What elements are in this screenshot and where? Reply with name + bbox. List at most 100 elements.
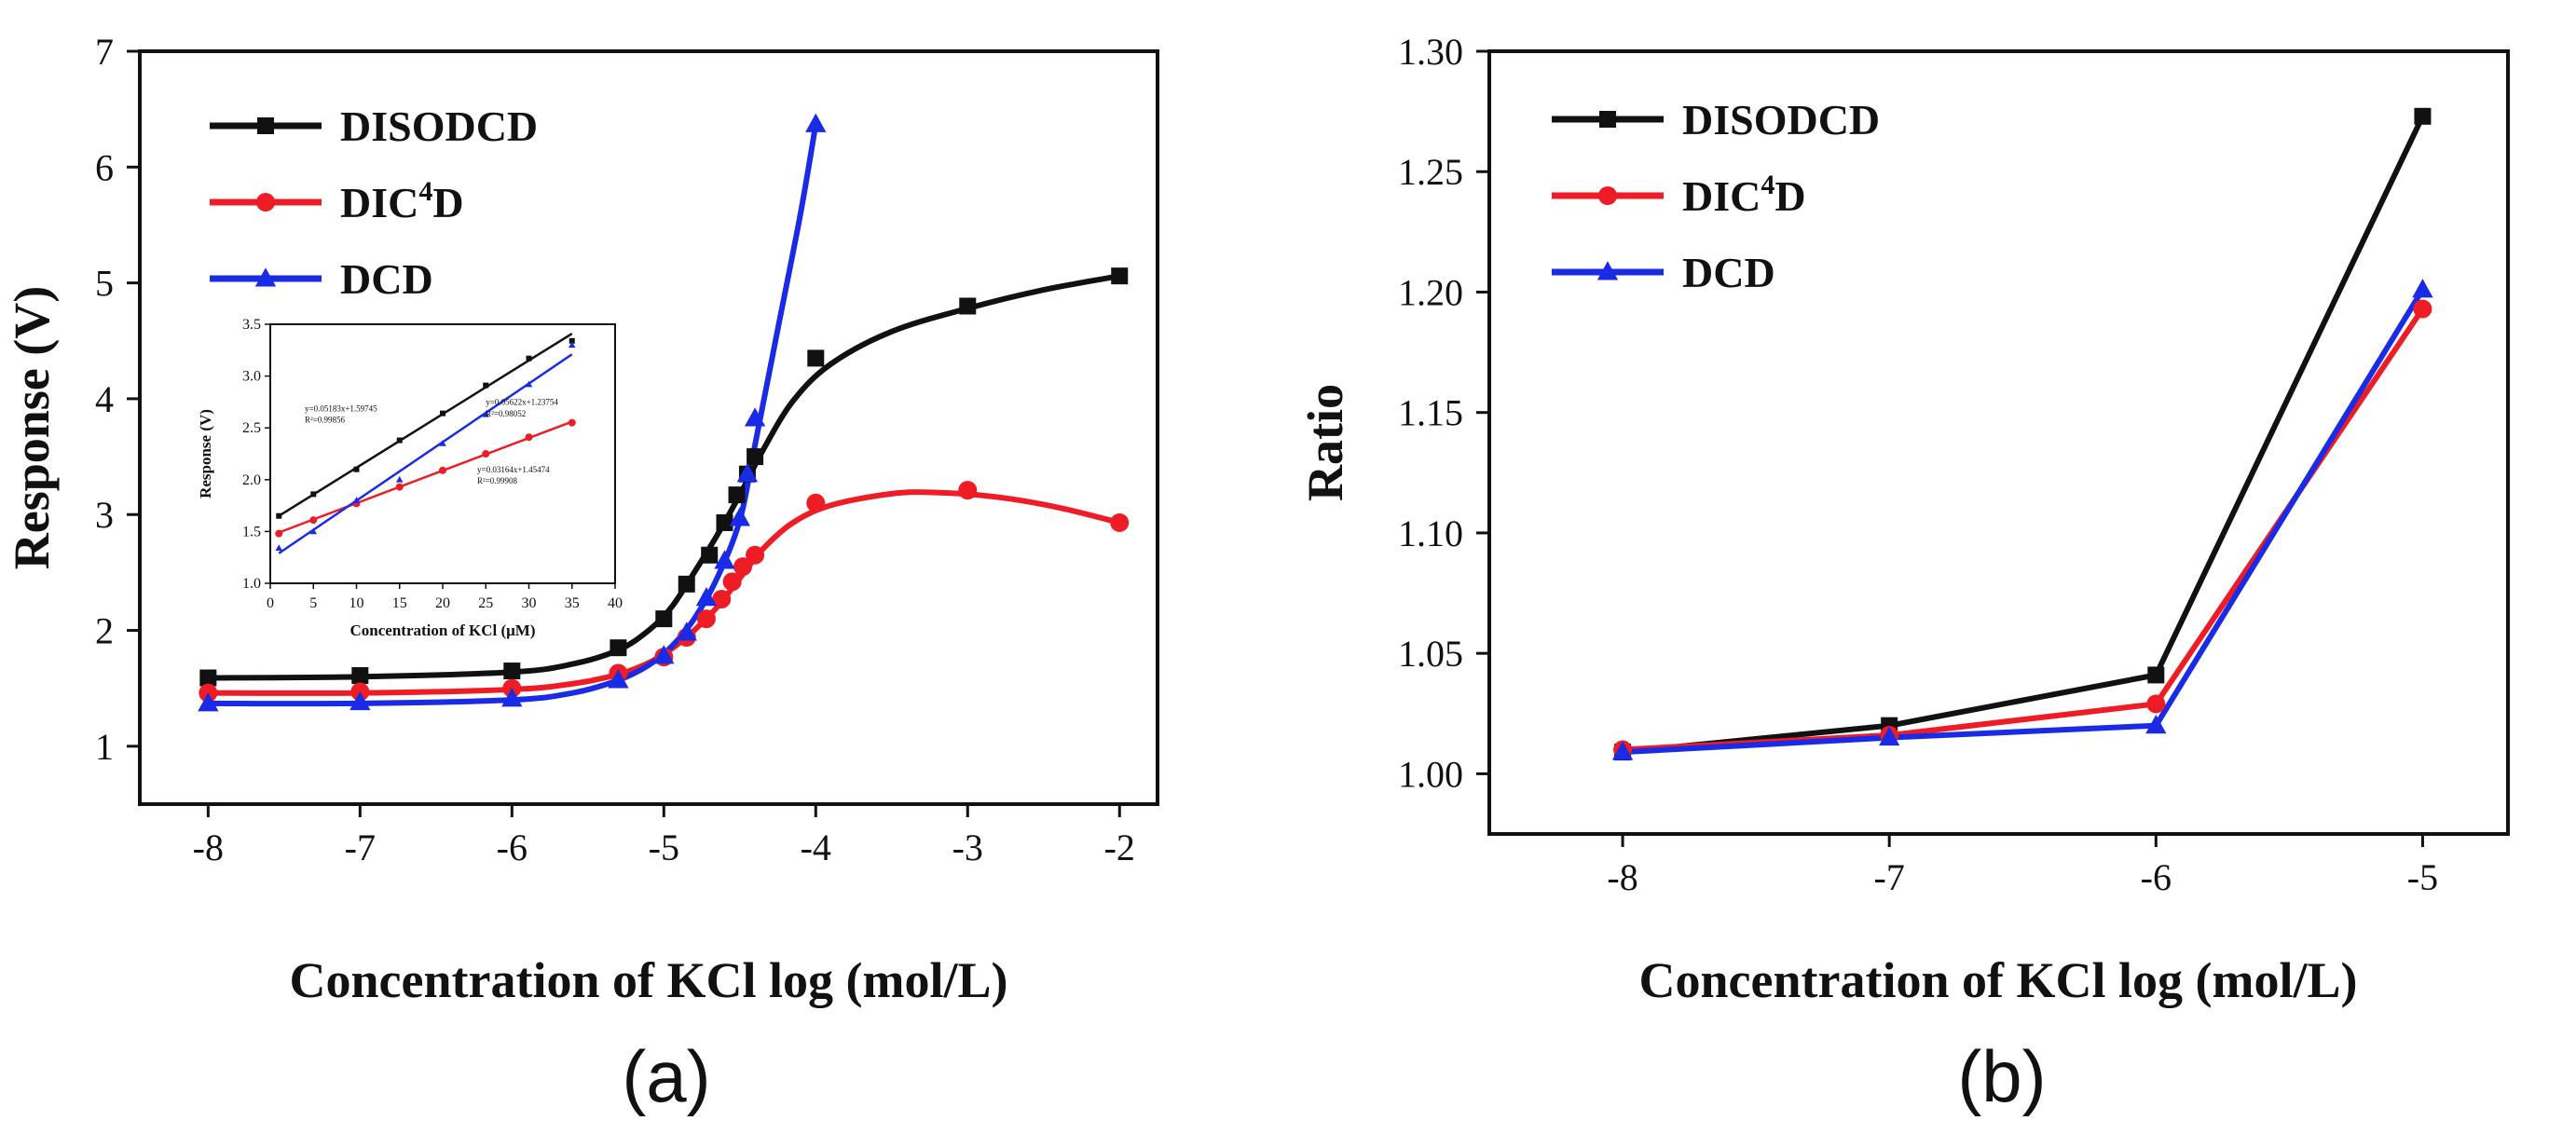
y-tick-label: 1.20 — [1398, 271, 1463, 313]
data-point-DIC4D — [746, 545, 765, 565]
x-tick-label: 30 — [522, 595, 537, 611]
inset-ylabel: Response (V) — [197, 409, 214, 499]
inset-point-DISODCD — [396, 437, 403, 444]
y-tick-label: 3.5 — [242, 317, 261, 333]
inset-point-DCD — [396, 475, 404, 483]
inset-point-DIC4D — [309, 516, 318, 525]
data-point-DISODCD — [807, 349, 825, 367]
inset-fit-DISODCD — [278, 332, 573, 517]
data-point-DISODCD — [655, 610, 673, 628]
x-tick-label: 15 — [392, 595, 407, 611]
data-point-DCD — [695, 587, 718, 607]
inset-ticks: 0 5 10 15 20 25 30 35 40 1.0 1.5 2.0 2.5 3.0 3.5 — [242, 317, 623, 611]
series-line-DIC4D — [1622, 307, 2425, 753]
legend-label: DCD — [1682, 249, 1775, 296]
x-tick-label: -7 — [345, 827, 376, 868]
data-point-DCD — [349, 690, 371, 711]
plot-a-legend: DISODCD DIC4D DCD — [210, 102, 538, 303]
plot-a-series — [198, 113, 1130, 712]
plot-b-xlabel: Concentration of KCl log (mol/L) — [1639, 952, 2358, 1008]
plot-a-xlabel: Concentration of KCl log (mol/L) — [290, 952, 1008, 1008]
plot-b-series — [1611, 107, 2433, 761]
x-tick-label: 35 — [565, 595, 580, 611]
x-tick-label: 40 — [608, 595, 623, 611]
data-point-DISODCD — [2414, 107, 2432, 125]
data-point-DIC4D — [733, 557, 753, 577]
inset-point-DIC4D — [275, 529, 283, 538]
inset-xlabel: Concentration of KCl (μM) — [350, 622, 536, 639]
legend-label: DISODCD — [1682, 96, 1880, 143]
inset-equation: R²=0.99856 — [305, 416, 346, 425]
y-tick-label: 1.0 — [242, 576, 261, 592]
data-point-DIC4D — [806, 493, 826, 512]
inset-point-DISODCD — [276, 512, 282, 519]
inset-point-DIC4D — [482, 450, 490, 458]
legend-label: DIC4D — [1682, 170, 1806, 220]
data-point-DISODCD — [716, 513, 733, 531]
data-point-DIC4D — [958, 481, 978, 500]
x-tick-label: -6 — [497, 827, 528, 868]
inset-chart: 0 5 10 15 20 25 30 35 40 1.0 1.5 2.0 2.5 3.0 3.5 y=0.0… — [197, 317, 623, 639]
data-point-DCD — [2145, 714, 2167, 734]
y-tick-label: 1.15 — [1398, 392, 1463, 434]
y-tick-label: 7 — [95, 31, 114, 73]
data-point-DISODCD — [959, 297, 977, 315]
inset-point-DISODCD — [310, 491, 317, 498]
y-tick-label: 1.30 — [1398, 31, 1463, 73]
data-point-DCD — [2412, 279, 2433, 298]
data-point-DIC4D — [2146, 694, 2166, 714]
series-line-DISODCD — [1622, 115, 2426, 756]
plot-a-frame — [138, 49, 1159, 806]
plot-b-ticks: -8 -7 -6 -5 1.00 1.05 1.10 1.15 1.20 1.25 1.30 — [1398, 31, 2438, 898]
data-point-DCD — [608, 669, 629, 689]
inset-frame — [269, 323, 616, 584]
legend-label: DIC4D — [340, 176, 464, 226]
inset-point-DCD — [482, 410, 489, 417]
inset-point-DCD — [352, 497, 361, 503]
y-tick-label: 3.0 — [242, 369, 261, 385]
inset-point-DCD — [309, 527, 317, 535]
inset-point-DCD — [275, 544, 282, 552]
series-line-DCD — [1622, 288, 2425, 756]
y-tick-label: 1.25 — [1398, 151, 1463, 193]
y-tick-label: 1 — [95, 726, 114, 768]
inset-series — [275, 332, 576, 554]
inset-equation: y=0.05183x+1.59745 — [305, 403, 377, 413]
data-point-DISODCD — [2147, 666, 2165, 684]
data-point-DISODCD — [351, 667, 369, 685]
x-tick-label: 10 — [349, 595, 364, 611]
plot-b-ylabel: Ratio — [1297, 384, 1353, 501]
data-point-DISODCD — [678, 575, 695, 593]
inset-point-DIC4D — [439, 466, 446, 474]
data-point-DCD — [676, 622, 697, 641]
inset-point-DISODCD — [353, 466, 360, 472]
data-point-DCD — [501, 688, 523, 707]
inset-equation: R²=0.99908 — [477, 476, 518, 485]
x-tick-label: -6 — [2141, 856, 2172, 898]
inset-point-DCD — [525, 380, 533, 388]
x-tick-label: -3 — [952, 827, 983, 868]
legend-label: DCD — [340, 255, 433, 303]
panel-a: -8 -7 -6 -5 -4 -3 -2 1 2 3 4 5 6 7 DISODCD DIC4D DCD Co… — [4, 31, 1159, 1117]
x-tick-label: -8 — [193, 827, 224, 868]
data-point-DCD — [1611, 741, 1634, 760]
x-tick-label: -5 — [2407, 856, 2438, 898]
data-point-DIC4D — [1110, 512, 1130, 532]
x-tick-label: -7 — [1874, 856, 1905, 898]
data-point-DCD — [653, 645, 675, 664]
inset-point-DISODCD — [526, 355, 532, 362]
data-point-DISODCD — [503, 663, 521, 680]
data-point-DCD — [805, 113, 827, 132]
inset-equation: y=0.05622x+1.23754 — [486, 398, 558, 407]
x-tick-label: 25 — [478, 595, 493, 611]
data-point-DCD — [729, 507, 750, 526]
inset-point-DIC4D — [395, 483, 404, 491]
y-tick-label: 1.10 — [1398, 512, 1463, 554]
panel-b: -8 -7 -6 -5 1.00 1.05 1.10 1.15 1.20 1.25 1.30 DIS… — [1297, 31, 2510, 1117]
x-tick-label: 5 — [309, 595, 317, 611]
y-tick-label: 2 — [95, 610, 114, 652]
data-point-DISODCD — [610, 639, 627, 657]
data-point-DIC4D — [2413, 299, 2432, 319]
x-tick-label: 20 — [435, 595, 450, 611]
